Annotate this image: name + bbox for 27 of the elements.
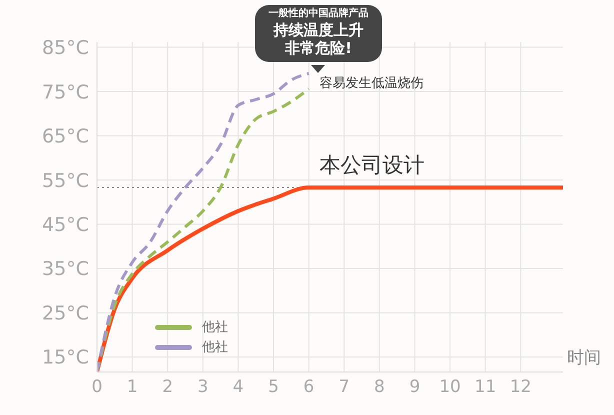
annotation: 容易发生低温烧伤 [319, 74, 424, 92]
x-axis-title: 时间 [567, 347, 601, 369]
y-tick-label: 85°C [42, 37, 89, 60]
x-tick-label: 7 [338, 377, 350, 398]
x-tick-label: 11 [474, 377, 496, 398]
y-tick-label: 25°C [42, 302, 89, 324]
x-tick-label: 2 [162, 377, 174, 398]
y-tick-label: 45°C [42, 214, 89, 236]
x-tick-label: 10 [439, 377, 461, 398]
y-tick-label: 55°C [42, 170, 89, 192]
y-tick-label: 15°C [42, 346, 89, 369]
x-tick-label: 3 [197, 377, 208, 398]
x-tick-label: 12 [510, 377, 532, 398]
y-tick-label: 65°C [42, 126, 89, 148]
legend-label: 他社 [202, 339, 228, 356]
y-tick-label: 75°C [42, 81, 89, 104]
x-tick-label: 4 [232, 377, 244, 398]
y-tick-label: 35°C [42, 258, 89, 280]
x-tick-label: 0 [92, 377, 102, 398]
x-tick-label: 6 [303, 377, 314, 398]
annotation: 本公司设计 [319, 152, 424, 179]
annotation: 非常危险! [284, 39, 353, 58]
x-tick-label: 9 [409, 377, 420, 398]
legend-label: 他社 [202, 319, 228, 336]
x-tick-label: 1 [126, 377, 138, 398]
x-tick-label: 5 [268, 377, 279, 398]
x-tick-label: 8 [374, 377, 385, 398]
